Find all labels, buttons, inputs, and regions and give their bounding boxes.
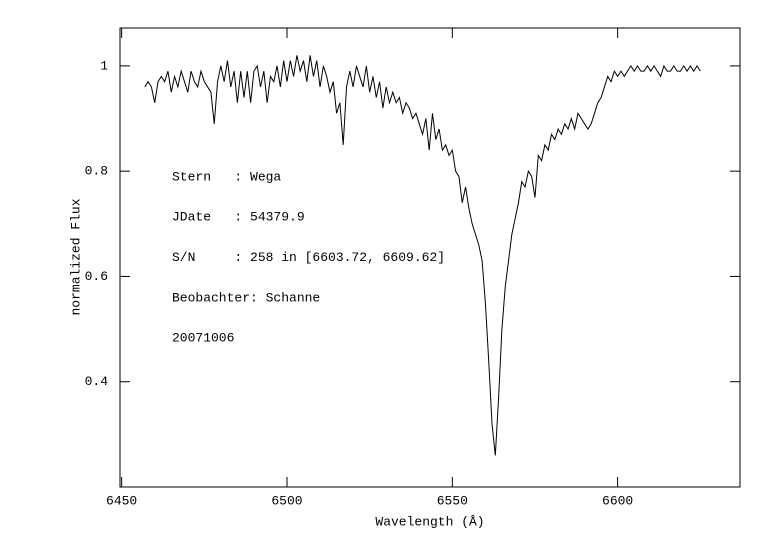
y-axis-label: normalized Flux	[68, 198, 83, 315]
annotation: JDate : 54379.9	[172, 210, 305, 225]
annotation: S/N : 258 in [6603.72, 6609.62]	[172, 250, 445, 265]
annotation: 20071006	[172, 331, 234, 346]
annotation: Beobachter: Schanne	[172, 290, 320, 305]
y-tick-label: 0.4	[85, 374, 109, 389]
y-tick-label: 0.8	[85, 164, 108, 179]
x-axis-label: Wavelength (Å)	[375, 514, 484, 529]
spectrum-line	[144, 55, 701, 456]
annotation: Stern : Wega	[172, 169, 281, 184]
x-tick-label: 6550	[437, 493, 468, 508]
x-tick-label: 6600	[602, 493, 633, 508]
y-tick-label: 1	[100, 58, 108, 73]
plot-frame	[119, 27, 741, 488]
x-tick-label: 6450	[106, 493, 137, 508]
y-tick-label: 0.6	[85, 269, 108, 284]
x-tick-label: 6500	[271, 493, 302, 508]
